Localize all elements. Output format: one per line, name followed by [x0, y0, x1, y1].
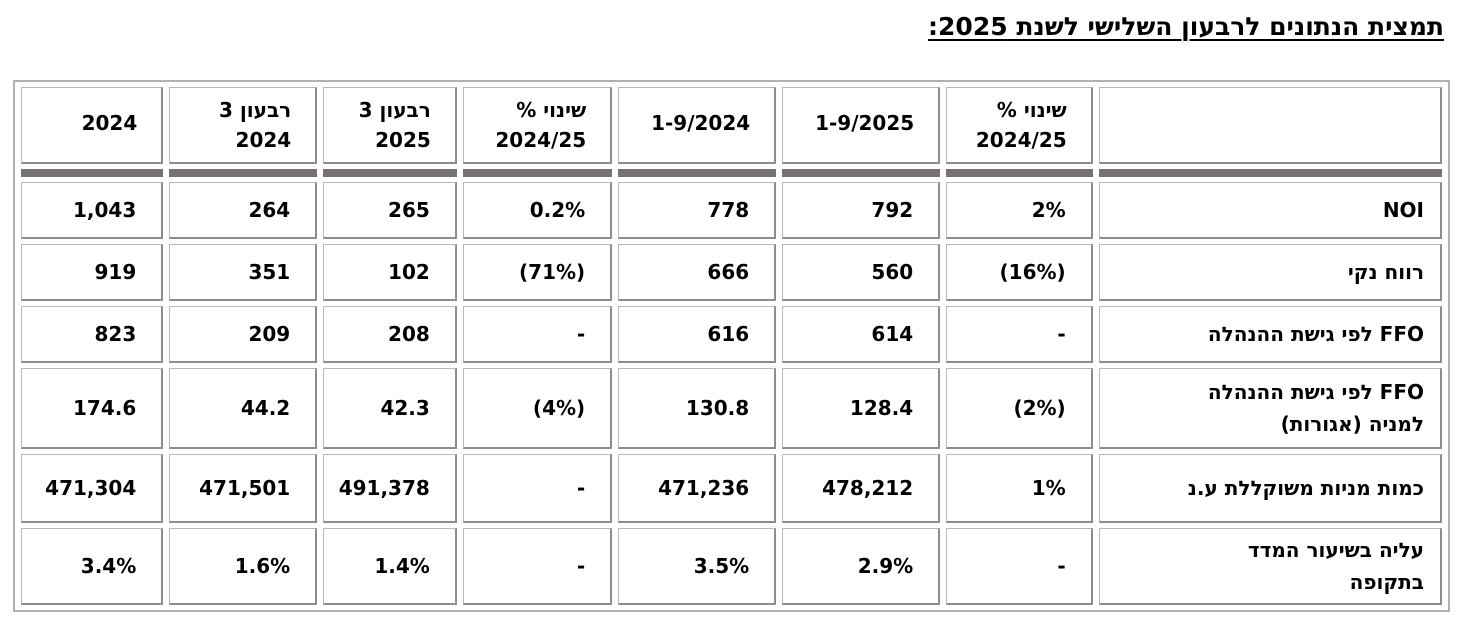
row-label-cell: NOI — [1098, 182, 1442, 239]
value-cell-change-quarter: - — [462, 306, 613, 363]
header-divider-segment — [1098, 169, 1442, 177]
value-cell-quarter-3-2025: 265 — [323, 182, 457, 239]
value-cell-change-ytd: 1% — [946, 454, 1093, 523]
value-cell-change-ytd: (2%) — [946, 368, 1093, 449]
value-cell-quarter-3-2024: 44.2 — [169, 368, 318, 449]
row-label-cell: FFO לפי גישת ההנהלה — [1098, 306, 1442, 363]
value-cell-ytd-2025: 128.4 — [782, 368, 941, 449]
value-cell-quarter-3-2024: 471,501 — [169, 454, 318, 523]
column-header-change-quarter: % שינוי 2024/25 — [462, 87, 613, 164]
value-cell-year-2024: 471,304 — [21, 454, 164, 523]
header-divider-segment — [462, 169, 613, 177]
value-cell-quarter-3-2025: 42.3 — [323, 368, 457, 449]
value-cell-change-quarter: - — [462, 528, 613, 605]
value-cell-ytd-2024: 666 — [618, 244, 777, 301]
header-divider-segment — [618, 169, 777, 177]
header-divider-segment — [323, 169, 457, 177]
value-cell-change-quarter: (4%) — [462, 368, 613, 449]
table-row: רווח נקי (16%) 560 666 (71%) 102 351 919 — [21, 244, 1442, 301]
value-cell-ytd-2025: 478,212 — [782, 454, 941, 523]
value-cell-change-ytd: - — [946, 306, 1093, 363]
column-header-quarter-3-2025: רבעון 3 2025 — [323, 87, 457, 164]
column-header-quarter-3-2024: רבעון 3 2024 — [169, 87, 318, 164]
value-cell-quarter-3-2024: 264 — [169, 182, 318, 239]
value-cell-change-quarter: 0.2% — [462, 182, 613, 239]
value-cell-quarter-3-2024: 1.6% — [169, 528, 318, 605]
value-cell-change-quarter: (71%) — [462, 244, 613, 301]
value-cell-quarter-3-2024: 209 — [169, 306, 318, 363]
table-row: עליה בשיעור המדד בתקופה - 2.9% 3.5% - 1.… — [21, 528, 1442, 605]
table-row: FFO לפי גישת ההנהלה למניה (אגורות) (2%) … — [21, 368, 1442, 449]
header-divider-segment — [782, 169, 941, 177]
value-cell-ytd-2025: 560 — [782, 244, 941, 301]
summary-table-frame: % שינוי 2024/25 1-9/2025 1-9/2024 % שינו… — [13, 80, 1450, 612]
header-divider-segment — [21, 169, 164, 177]
column-header-row-labels — [1098, 87, 1442, 164]
row-label-cell: כמות מניות משוקללת ע.נ — [1098, 454, 1442, 523]
value-cell-year-2024: 1,043 — [21, 182, 164, 239]
value-cell-ytd-2025: 2.9% — [782, 528, 941, 605]
header-divider-segment — [946, 169, 1093, 177]
header-divider-row — [21, 169, 1442, 177]
page-title: תמצית הנתונים לרבעון השלישי לשנת 2025: — [928, 12, 1444, 41]
column-header-year-2024: 2024 — [21, 87, 164, 164]
value-cell-year-2024: 919 — [21, 244, 164, 301]
value-cell-quarter-3-2025: 491,378 — [323, 454, 457, 523]
row-label-cell: רווח נקי — [1098, 244, 1442, 301]
value-cell-ytd-2024: 471,236 — [618, 454, 777, 523]
value-cell-ytd-2024: 616 — [618, 306, 777, 363]
value-cell-quarter-3-2025: 1.4% — [323, 528, 457, 605]
value-cell-change-ytd: 2% — [946, 182, 1093, 239]
table-row: כמות מניות משוקללת ע.נ 1% 478,212 471,23… — [21, 454, 1442, 523]
row-label-cell: עליה בשיעור המדד בתקופה — [1098, 528, 1442, 605]
value-cell-ytd-2025: 614 — [782, 306, 941, 363]
value-cell-change-quarter: - — [462, 454, 613, 523]
value-cell-year-2024: 174.6 — [21, 368, 164, 449]
column-header-ytd-2024: 1-9/2024 — [618, 87, 777, 164]
value-cell-quarter-3-2025: 102 — [323, 244, 457, 301]
table-row: NOI 2% 792 778 0.2% 265 264 1,043 — [21, 182, 1442, 239]
value-cell-ytd-2025: 792 — [782, 182, 941, 239]
summary-table: % שינוי 2024/25 1-9/2025 1-9/2024 % שינו… — [15, 82, 1448, 610]
value-cell-year-2024: 3.4% — [21, 528, 164, 605]
value-cell-change-ytd: - — [946, 528, 1093, 605]
row-label-cell: FFO לפי גישת ההנהלה למניה (אגורות) — [1098, 368, 1442, 449]
header-row: % שינוי 2024/25 1-9/2025 1-9/2024 % שינו… — [21, 87, 1442, 164]
value-cell-quarter-3-2024: 351 — [169, 244, 318, 301]
value-cell-ytd-2024: 778 — [618, 182, 777, 239]
value-cell-quarter-3-2025: 208 — [323, 306, 457, 363]
column-header-change-ytd: % שינוי 2024/25 — [946, 87, 1093, 164]
header-divider-segment — [169, 169, 318, 177]
table-row: FFO לפי גישת ההנהלה - 614 616 - 208 209 … — [21, 306, 1442, 363]
value-cell-year-2024: 823 — [21, 306, 164, 363]
value-cell-change-ytd: (16%) — [946, 244, 1093, 301]
column-header-ytd-2025: 1-9/2025 — [782, 87, 941, 164]
value-cell-ytd-2024: 3.5% — [618, 528, 777, 605]
value-cell-ytd-2024: 130.8 — [618, 368, 777, 449]
